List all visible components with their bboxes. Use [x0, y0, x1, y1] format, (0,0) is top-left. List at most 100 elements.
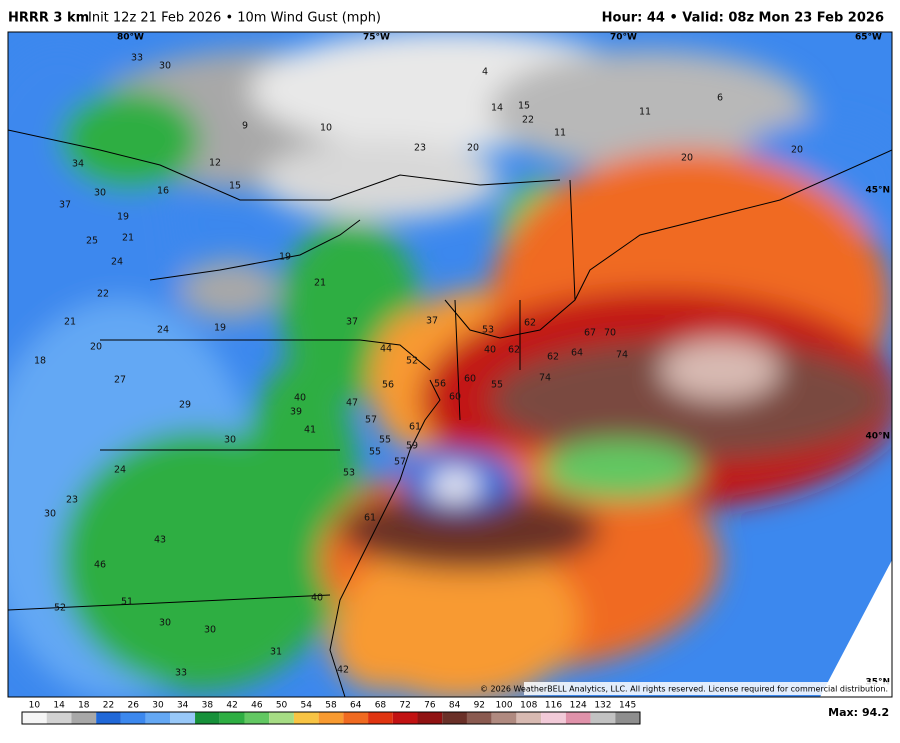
station-value: 6 [717, 93, 723, 104]
station-value: 40 [484, 345, 496, 356]
station-value: 30 [159, 61, 171, 72]
station-value: 30 [224, 435, 236, 446]
station-value: 60 [464, 374, 476, 385]
station-value: 20 [467, 143, 479, 154]
latitude-label: 45°N [865, 186, 890, 196]
colorbar-swatch [71, 712, 97, 724]
station-value: 67 [584, 328, 596, 339]
map-frame [7, 31, 893, 698]
station-value: 59 [406, 441, 418, 452]
max-label: Max: [828, 706, 858, 719]
colorbar-swatch [343, 712, 369, 724]
station-value: 62 [547, 352, 559, 363]
state-line [100, 339, 431, 371]
colorbar-label: 100 [495, 701, 512, 711]
station-value: 24 [114, 465, 126, 476]
station-value: 37 [426, 316, 438, 327]
colorbar-swatch [170, 712, 196, 724]
colorbar-swatch [96, 712, 121, 724]
map: 33 30 9 10 4 15 11 11 6 20 20 14 22 23 20 12 15 16 34 30 37 1… [8, 32, 892, 697]
station-value: 19 [117, 212, 129, 223]
run-info: Init 12z 21 Feb 2026 • 10m Wind Gust (mp… [88, 11, 381, 26]
station-value: 40 [294, 393, 306, 404]
station-value: 24 [157, 325, 169, 336]
colorbar-label: 76 [424, 701, 436, 711]
colorbar-swatch [590, 712, 616, 724]
colorbar-label: 108 [520, 701, 537, 711]
station-value: 22 [97, 289, 109, 300]
wind-region [60, 90, 200, 190]
colorbar-label: 132 [594, 701, 611, 711]
station-value: 61 [409, 422, 421, 433]
station-value: 23 [66, 495, 78, 506]
colorbar-swatch [491, 712, 517, 724]
colorbar-swatch [565, 712, 591, 724]
max-value: 94.2 [862, 706, 889, 719]
colorbar-swatch [244, 712, 270, 724]
station-value: 56 [434, 379, 446, 390]
station-value: 40 [311, 593, 323, 604]
station-value: 37 [59, 200, 71, 211]
station-value: 62 [508, 345, 520, 356]
station-value: 11 [639, 107, 651, 118]
station-value: 27 [114, 375, 126, 386]
wind-region [660, 340, 780, 400]
model-name: HRRR 3 km [8, 11, 89, 26]
station-value: 31 [270, 647, 282, 658]
colorbar-swatch [318, 712, 344, 724]
station-value: 16 [157, 186, 169, 197]
colorbar-label: 46 [251, 701, 263, 711]
valid-time: Hour: 44 • Valid: 08z Mon 23 Feb 2026 [602, 11, 884, 26]
longitude-label: 70°W [610, 33, 637, 43]
colorbar-label: 84 [449, 701, 461, 711]
station-value: 61 [364, 513, 376, 524]
station-value: 20 [791, 145, 803, 156]
station-value: 41 [304, 425, 316, 436]
station-value: 57 [394, 457, 406, 468]
station-value: 74 [539, 373, 551, 384]
station-value: 55 [379, 435, 391, 446]
colorbar-label: 38 [202, 701, 214, 711]
station-value: 74 [616, 350, 628, 361]
colorbar-swatch [46, 712, 72, 724]
copyright-box [524, 682, 892, 695]
station-value: 20 [681, 153, 693, 164]
station-value: 30 [94, 188, 106, 199]
station-value: 52 [406, 356, 418, 367]
station-value: 4 [482, 67, 488, 78]
colorbar-swatch [219, 712, 245, 724]
colorbar-frame [21, 711, 641, 725]
station-value: 44 [380, 344, 392, 355]
station-value: 18 [34, 356, 46, 367]
colorbar-label: 22 [103, 701, 114, 711]
copyright: © 2026 WeatherBELL Analytics, LLC. All r… [480, 685, 888, 694]
station-value: 21 [122, 233, 134, 244]
colorbar-label: 34 [177, 701, 189, 711]
station-value: 14 [491, 103, 503, 114]
colorbar-swatch [22, 712, 47, 724]
station-value: 24 [111, 257, 123, 268]
colorbar-swatch [293, 712, 319, 724]
wind-field [8, 32, 892, 697]
station-value: 30 [44, 509, 56, 520]
boundaries [8, 129, 892, 697]
colorbar-swatch [516, 712, 542, 724]
colorbar-swatch [615, 712, 640, 724]
station-value: 55 [491, 380, 503, 391]
colorbar-swatch [269, 712, 294, 724]
station-value: 53 [482, 325, 494, 336]
colorbar-label: 50 [276, 701, 288, 711]
station-value: 12 [209, 158, 221, 169]
colorbar-label: 92 [474, 701, 485, 711]
colorbar-label: 54 [301, 701, 313, 711]
state-line [454, 179, 576, 421]
colorbar-label: 26 [128, 701, 140, 711]
colorbar-label: 145 [619, 701, 636, 711]
colorbar-swatch [417, 712, 443, 724]
colorbar-label: 64 [350, 701, 362, 711]
outside-domain [820, 560, 892, 697]
colorbar-swatch [120, 712, 146, 724]
wind-region [540, 440, 700, 500]
coastline [444, 149, 892, 339]
wind-region [330, 590, 430, 690]
